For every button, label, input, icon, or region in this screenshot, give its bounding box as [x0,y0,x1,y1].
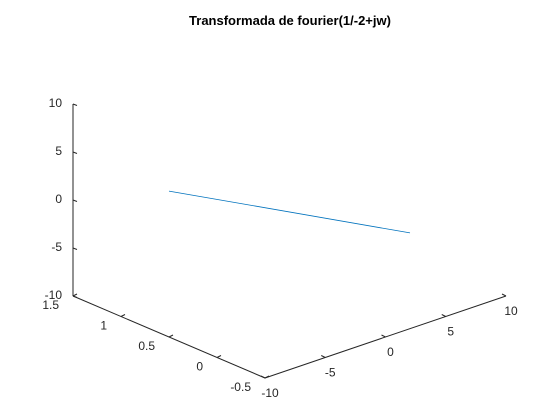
z-tick-mark [72,199,78,202]
y-tick-mark [264,375,270,379]
y-tick-label: 1 [100,319,107,333]
axes-3d [72,104,507,379]
z-tick-mark [72,295,78,298]
y-tick-mark [168,334,174,338]
plot-lines [168,190,411,234]
x-tick-label: 0 [387,345,394,359]
z-tick-label: 10 [49,96,63,110]
y-tick-mark [120,314,126,317]
x-tick-label: -5 [325,366,336,380]
x-tick-mark [381,334,386,338]
y-tick-mark [216,355,222,358]
x-tick-mark [321,355,326,358]
y-tick-label: -0.5 [230,380,251,394]
z-tick-label: -5 [51,240,62,254]
z-tick-label: 5 [55,144,62,158]
y-tick-label: 0.5 [138,339,155,353]
z-tick-label: 0 [55,192,62,206]
x-tick-label: 10 [504,304,518,318]
z-tick-mark [72,247,78,250]
x-tick-mark [260,375,266,379]
chart-title: Transformada de fourier(1/-2+jw) [189,13,391,28]
series-line [168,190,411,234]
y-tick-label: 1.5 [42,298,59,312]
x-tick-mark [501,293,507,297]
y-tick-mark [72,293,78,297]
x-tick-label: 5 [447,325,454,339]
x-tick-label: -10 [261,386,279,400]
z-tick-mark [72,103,78,106]
y-tick-label: 0 [196,360,203,374]
z-tick-label: -10 [45,288,63,302]
x-tick-mark [441,314,446,317]
z-tick-mark [72,151,78,154]
